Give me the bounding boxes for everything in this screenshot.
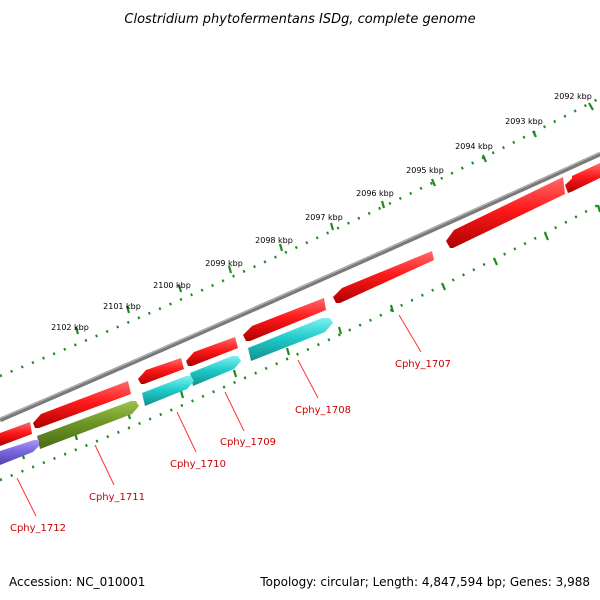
- major-tick: [380, 200, 386, 209]
- gene-label-cphy-1708[interactable]: Cphy_1708: [295, 405, 351, 416]
- outer-major-ticks: [74, 102, 594, 335]
- cds-forward: [243, 298, 326, 341]
- kbp-label: 2100 kbp: [153, 281, 191, 290]
- reverse-strand-track: [0, 318, 333, 465]
- kbp-label: 2098 kbp: [255, 236, 293, 245]
- callout-line: [297, 359, 319, 399]
- major-tick: [232, 369, 238, 378]
- cds-forward: [565, 163, 600, 193]
- cds-forward: [186, 337, 238, 366]
- inner-major-ticks: [20, 204, 600, 460]
- forward-strand-track: [0, 163, 600, 446]
- map-title: Clostridium phytofermentans ISDg, comple…: [124, 12, 475, 27]
- major-tick: [278, 243, 284, 252]
- major-tick: [481, 154, 488, 163]
- callout-lines: [16, 314, 422, 517]
- major-tick: [74, 326, 80, 335]
- cds-forward: [446, 177, 565, 248]
- major-tick: [337, 326, 343, 335]
- kbp-label: 2094 kbp: [455, 142, 493, 151]
- cds-reverse: [37, 401, 139, 449]
- gene-label-cphy-1709[interactable]: Cphy_1709: [220, 437, 276, 448]
- gene-label-cphy-1711[interactable]: Cphy_1711: [89, 492, 145, 503]
- kbp-label: 2095 kbp: [406, 166, 444, 175]
- gene-label-cphy-1712[interactable]: Cphy_1712: [10, 523, 66, 534]
- genome-backbone-highlight: [0, 151, 600, 420]
- major-tick: [588, 102, 594, 111]
- major-tick: [329, 222, 335, 231]
- kbp-label: 2099 kbp: [205, 259, 243, 268]
- kbp-label: 2093 kbp: [505, 117, 543, 126]
- cds-forward: [333, 251, 434, 303]
- gene-labels: Cphy_1707 Cphy_1708 Cphy_1709 Cphy_1710 …: [10, 359, 451, 534]
- major-tick: [389, 304, 395, 313]
- gene-label-cphy-1707[interactable]: Cphy_1707: [395, 359, 451, 370]
- kbp-label: 2101 kbp: [103, 302, 141, 311]
- major-tick: [440, 282, 447, 291]
- major-tick: [430, 178, 437, 187]
- major-tick: [532, 130, 537, 138]
- major-tick: [227, 265, 233, 274]
- kbp-label: 2102 kbp: [51, 323, 89, 332]
- major-tick: [125, 305, 131, 314]
- cds-forward: [33, 381, 131, 428]
- cds-reverse: [190, 356, 241, 386]
- kbp-labels: 2092 kbp 2093 kbp 2094 kbp 2095 kbp 2096…: [51, 92, 592, 332]
- major-tick: [543, 232, 550, 241]
- callout-line: [94, 444, 115, 486]
- callout-line: [16, 477, 37, 517]
- cds-reverse: [248, 318, 333, 361]
- major-tick: [179, 390, 185, 399]
- callout-line: [398, 314, 422, 353]
- cds-reverse: [142, 376, 194, 406]
- kbp-label: 2092 kbp: [554, 92, 592, 101]
- cds-forward: [0, 422, 32, 446]
- major-tick: [285, 347, 291, 356]
- genome-backbone: [0, 151, 600, 423]
- major-tick: [492, 257, 499, 266]
- callout-line: [176, 411, 197, 453]
- accession-text: Accession: NC_010001: [9, 575, 145, 589]
- inner-tick-ring: [0, 202, 600, 482]
- callout-line: [224, 391, 245, 432]
- kbp-label: 2097 kbp: [305, 213, 343, 222]
- major-tick: [177, 284, 183, 293]
- cds-reverse: [0, 440, 39, 465]
- cds-forward: [138, 358, 184, 384]
- genome-summary-text: Topology: circular; Length: 4,847,594 bp…: [259, 575, 590, 589]
- gene-label-cphy-1710[interactable]: Cphy_1710: [170, 459, 226, 470]
- kbp-label: 2096 kbp: [356, 189, 394, 198]
